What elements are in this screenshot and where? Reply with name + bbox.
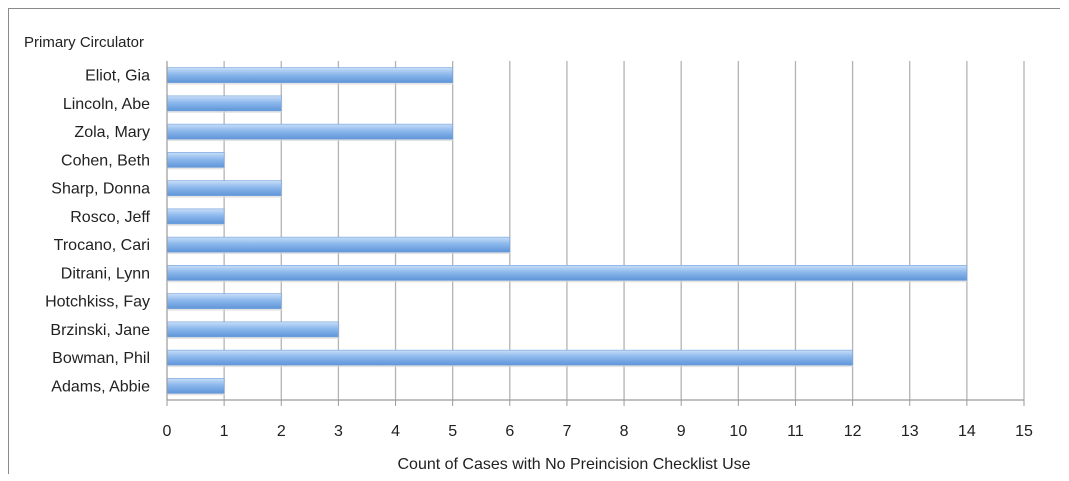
x-tick-label: 10	[729, 423, 747, 440]
x-tick-label: 2	[277, 423, 286, 440]
x-tick-label: 12	[844, 423, 862, 440]
bar	[166, 152, 225, 168]
x-tick-label: 8	[620, 423, 629, 440]
x-tick-label: 14	[958, 423, 976, 440]
category-label: Eliot, Gia	[85, 68, 150, 85]
category-label: Zola, Mary	[74, 124, 150, 141]
bar	[166, 67, 453, 83]
x-tick-label: 5	[448, 423, 457, 440]
bar	[166, 95, 282, 112]
category-label: Bowman, Phil	[52, 350, 150, 367]
category-label: Rosco, Jeff	[70, 209, 150, 226]
x-tick-label: 7	[562, 423, 571, 440]
category-label: Brzinski, Jane	[50, 322, 150, 339]
bar	[166, 123, 453, 140]
bar	[166, 293, 282, 309]
axes	[166, 61, 1025, 406]
category-label: Hotchkiss, Fay	[45, 294, 150, 311]
bars	[166, 67, 968, 396]
bar	[166, 236, 511, 253]
category-label: Lincoln, Abe	[63, 96, 150, 113]
x-tick-label: 6	[505, 423, 514, 440]
x-axis-title: Count of Cases with No Preincision Check…	[397, 456, 750, 473]
labels: Primary Circulator Count of Cases with N…	[24, 34, 1033, 473]
grid-lines	[223, 61, 1025, 400]
x-tick-label: 13	[901, 423, 919, 440]
bar	[166, 321, 339, 338]
category-label: Adams, Abbie	[51, 378, 150, 395]
x-tick-label: 3	[334, 423, 343, 440]
category-label: Cohen, Beth	[61, 152, 150, 169]
bar	[166, 378, 225, 394]
bar	[166, 208, 225, 225]
x-tick-label: 15	[1015, 423, 1033, 440]
x-tick-label: 0	[163, 423, 172, 440]
category-label: Trocano, Cari	[54, 237, 150, 254]
bar	[166, 265, 968, 281]
x-tick-label: 11	[787, 423, 804, 440]
x-tick-label: 1	[220, 423, 229, 440]
bar	[166, 180, 282, 196]
bar	[166, 349, 853, 366]
x-tick-label: 4	[391, 423, 400, 440]
category-label: Sharp, Donna	[51, 181, 150, 198]
category-label: Ditrani, Lynn	[61, 265, 150, 282]
category-axis-title: Primary Circulator	[24, 34, 144, 51]
x-tick-label: 9	[677, 423, 686, 440]
